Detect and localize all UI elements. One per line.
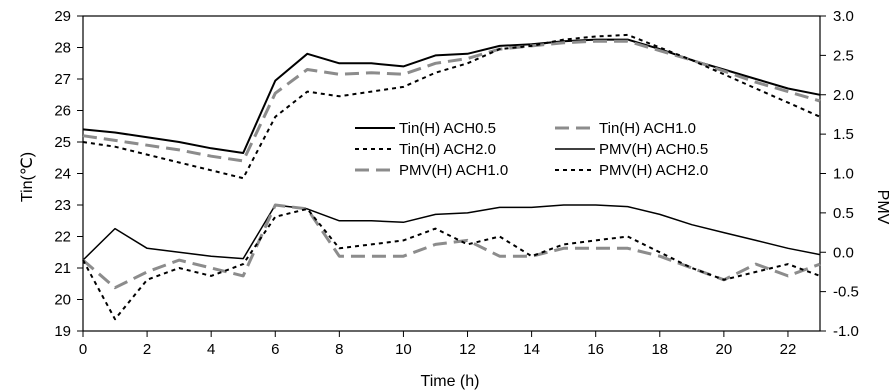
x-tick-label: 18 — [651, 341, 668, 358]
y-left-tick-label: 26 — [54, 103, 71, 120]
legend-label: Tin(H) ACH1.0 — [599, 120, 696, 137]
x-tick-label: 22 — [780, 341, 797, 358]
y-left-tick-label: 27 — [54, 71, 71, 88]
x-tick-label: 14 — [523, 341, 540, 358]
y-left-tick-label: 29 — [54, 8, 71, 25]
x-tick-label: 4 — [207, 341, 215, 358]
y-right-tick-label: -1.0 — [833, 323, 859, 340]
x-axis-title: Time (h) — [421, 373, 480, 390]
x-tick-label: 12 — [459, 341, 476, 358]
y-left-tick-label: 28 — [54, 40, 71, 57]
series-line-5 — [82, 203, 821, 290]
x-tick-label: 8 — [335, 341, 343, 358]
legend-label: PMV(H) ACH1.0 — [399, 162, 508, 179]
y-right-tick-label: 2.5 — [833, 47, 854, 64]
x-tick-label: 2 — [143, 341, 151, 358]
legend-label: PMV(H) ACH0.5 — [599, 141, 708, 158]
series-line-4 — [82, 204, 821, 261]
y-left-tick-label: 21 — [54, 260, 71, 277]
y-right-tick-label: 2.0 — [833, 87, 854, 104]
y-right-tick-label: 3.0 — [833, 8, 854, 25]
y-left-tick-label: 22 — [54, 229, 71, 246]
y-left-tick-label: 20 — [54, 292, 71, 309]
legend: Tin(H) ACH0.5 Tin(H) ACH1.0 Tin(H) ACH2.0 P… — [355, 120, 708, 179]
y-right-tick-label: -0.5 — [833, 284, 859, 301]
y-left-tick-label: 23 — [54, 197, 71, 214]
x-tick-label: 20 — [716, 341, 733, 358]
y-axis-left-title: Tin(℃) — [19, 152, 36, 202]
series-line-6 — [82, 207, 821, 321]
x-tick-label: 0 — [79, 341, 87, 358]
y-left-tick-label: 25 — [54, 134, 71, 151]
y-axis-right-title: PMV — [874, 190, 891, 225]
x-tick-label: 16 — [587, 341, 604, 358]
axes-layer: 0 2 4 6 8 10 12 14 16 18 20 22192021222324252627282… — [54, 8, 859, 358]
legend-label: Tin(H) ACH2.0 — [399, 141, 496, 158]
series-layer — [82, 33, 821, 321]
y-right-tick-label: 0.5 — [833, 205, 854, 222]
legend-label: Tin(H) ACH0.5 — [399, 120, 496, 137]
y-right-tick-label: 1.5 — [833, 126, 854, 143]
series-line-2 — [82, 39, 821, 163]
y-right-tick-label: 1.0 — [833, 166, 854, 183]
y-right-tick-label: 0.0 — [833, 244, 854, 261]
legend-label: PMV(H) ACH2.0 — [599, 162, 708, 179]
x-tick-label: 6 — [271, 341, 279, 358]
x-tick-label: 10 — [395, 341, 412, 358]
y-left-tick-label: 19 — [54, 323, 71, 340]
y-left-tick-label: 24 — [54, 166, 71, 183]
